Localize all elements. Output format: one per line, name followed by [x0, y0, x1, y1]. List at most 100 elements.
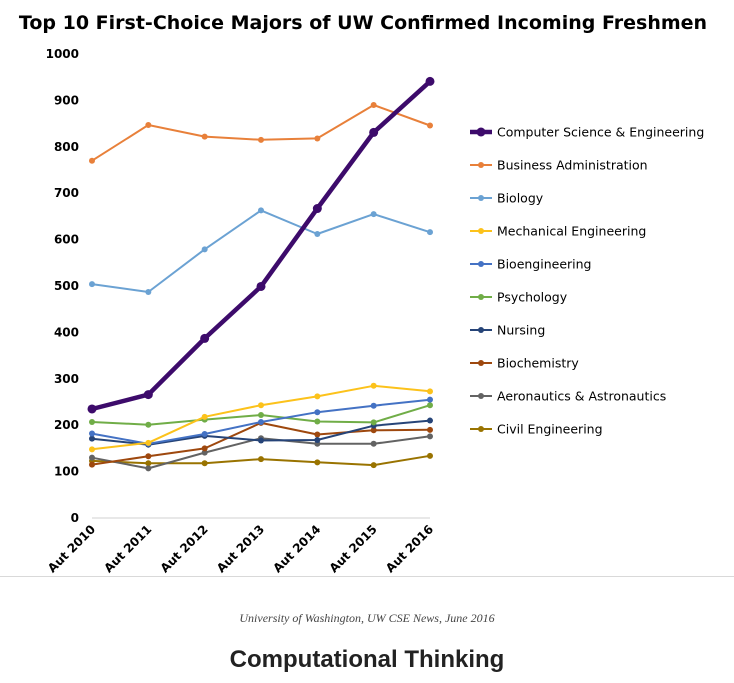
data-point	[145, 460, 152, 467]
data-point	[145, 421, 152, 428]
x-tick-label: Aut 2015	[327, 522, 380, 575]
y-tick-label: 700	[54, 186, 79, 200]
data-point	[89, 430, 95, 437]
data-point	[427, 122, 433, 129]
data-point	[145, 289, 152, 296]
x-tick-label: Aut 2012	[158, 522, 211, 575]
legend-item-biochemistry: Biochemistry	[470, 356, 579, 371]
legend-item-mechanical-engineering: Mechanical Engineering	[470, 224, 646, 239]
legend-item-bioengineering: Bioengineering	[470, 257, 592, 272]
legend-item-psychology: Psychology	[470, 290, 568, 305]
legend-item-business-administration: Business Administration	[470, 158, 648, 173]
data-point	[201, 445, 208, 452]
data-point	[89, 446, 95, 453]
series-civil-engineering	[89, 452, 433, 469]
data-point	[145, 453, 152, 460]
section-heading: Computational Thinking	[229, 646, 505, 673]
data-point	[201, 449, 208, 456]
legend-item-nursing: Nursing	[470, 323, 545, 338]
data-point	[145, 121, 152, 128]
legend-label: Business Administration	[497, 158, 648, 173]
series-line	[91, 104, 431, 162]
x-tick-label: Aut 2011	[101, 522, 154, 575]
data-point	[258, 207, 264, 214]
y-tick-label: 500	[54, 279, 79, 293]
data-point	[89, 418, 95, 425]
data-point	[89, 281, 95, 288]
series-computer-science-and-engineering	[87, 76, 435, 414]
y-tick-label: 1000	[46, 47, 79, 61]
data-point	[370, 462, 377, 469]
legend-label: Civil Engineering	[497, 422, 603, 437]
data-point	[201, 460, 208, 467]
chart-title: Top 10 First-Choice Majors of UW Confirm…	[19, 12, 707, 34]
data-point	[201, 246, 208, 253]
data-point	[370, 382, 377, 389]
legend-marker	[478, 261, 484, 267]
data-point	[258, 402, 264, 409]
data-point	[201, 431, 208, 438]
data-point	[427, 402, 433, 409]
series-line	[91, 79, 432, 412]
data-point	[314, 231, 321, 238]
y-tick-label: 900	[54, 93, 79, 107]
legend-item-biology: Biology	[470, 191, 544, 206]
legend-marker	[478, 162, 484, 168]
legend-item-civil-engineering: Civil Engineering	[470, 422, 603, 437]
data-point	[314, 459, 321, 466]
y-tick-label: 100	[54, 465, 79, 479]
data-point	[89, 461, 95, 468]
series-business-administration	[89, 102, 433, 164]
data-point	[89, 157, 95, 164]
x-tick-label: Aut 2013	[214, 522, 267, 575]
y-tick-label: 0	[71, 511, 79, 525]
data-point	[370, 211, 377, 218]
legend-label: Mechanical Engineering	[497, 224, 646, 239]
y-tick-label: 400	[54, 325, 79, 339]
data-point	[201, 413, 208, 420]
legend-marker	[476, 127, 486, 137]
legend-label: Computer Science & Engineering	[497, 125, 704, 140]
x-tick-label: Aut 2014	[270, 522, 323, 575]
legend-label: Biochemistry	[497, 356, 579, 371]
data-point	[427, 426, 433, 433]
data-point	[427, 229, 433, 236]
data-point	[258, 136, 264, 143]
divider	[0, 576, 734, 577]
data-point	[427, 433, 433, 440]
data-point	[89, 454, 95, 461]
legend-marker	[478, 426, 484, 432]
data-point	[427, 417, 433, 424]
data-point	[427, 452, 433, 459]
data-point	[427, 388, 433, 395]
data-point	[370, 427, 377, 434]
data-point	[312, 204, 322, 214]
x-tick-label: Aut 2016	[383, 522, 436, 575]
legend-label: Psychology	[497, 290, 568, 305]
legend-marker	[478, 360, 484, 366]
legend-label: Biology	[497, 191, 544, 206]
data-point	[258, 437, 264, 444]
data-point	[145, 465, 152, 472]
data-point	[314, 431, 321, 438]
data-point	[370, 440, 377, 447]
source-caption: University of Washington, UW CSE News, J…	[239, 611, 495, 625]
data-point	[145, 439, 152, 446]
data-point	[258, 411, 264, 418]
data-point	[87, 404, 97, 414]
legend-marker	[478, 393, 484, 399]
x-tick-label: Aut 2010	[45, 522, 98, 575]
data-point	[314, 409, 321, 416]
legend: Computer Science & Engineering Business A…	[470, 125, 704, 437]
line-chart: Top 10 First-Choice Majors of UW Confirm…	[19, 12, 707, 575]
y-tick-label: 300	[54, 372, 79, 386]
legend-marker	[478, 294, 484, 300]
data-point	[369, 127, 379, 137]
legend-marker	[478, 195, 484, 201]
data-point	[200, 333, 210, 343]
data-point	[427, 396, 433, 403]
data-point	[314, 437, 321, 444]
data-point	[314, 135, 321, 142]
data-point	[314, 418, 321, 425]
legend-marker	[478, 228, 484, 234]
